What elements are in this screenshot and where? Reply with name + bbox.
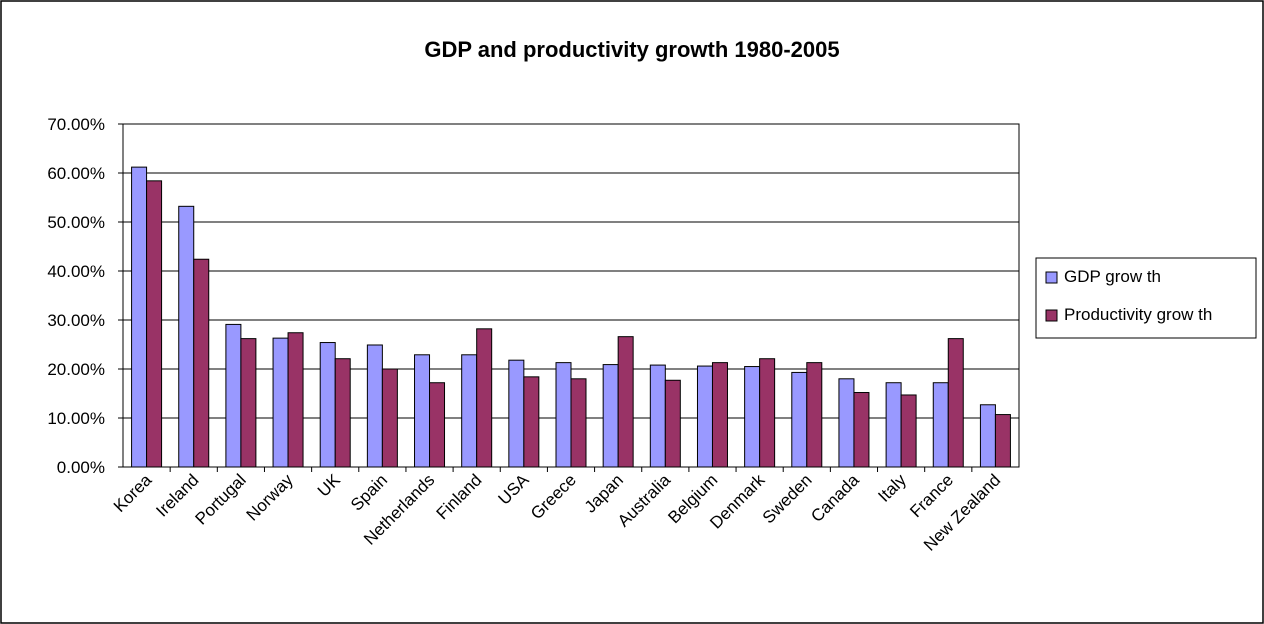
bar-gdp-growth bbox=[555, 362, 572, 468]
y-tick-label: 40.00% bbox=[47, 262, 105, 281]
bar-gdp-growth bbox=[225, 323, 242, 468]
bars bbox=[131, 166, 1011, 468]
bar-productivity-growth bbox=[759, 358, 776, 468]
chart-title: GDP and productivity growth 1980-2005 bbox=[424, 37, 839, 62]
legend-label-productivity: Productivity grow th bbox=[1064, 305, 1212, 324]
bar-gdp-growth bbox=[744, 366, 761, 468]
bar-productivity-growth bbox=[806, 362, 823, 468]
bar-productivity-growth bbox=[334, 358, 351, 468]
y-tick-label: 10.00% bbox=[47, 409, 105, 428]
legend: GDP grow th Productivity grow th bbox=[1035, 257, 1257, 339]
bar-gdp-growth bbox=[461, 354, 478, 468]
bar-gdp-growth bbox=[791, 371, 808, 468]
y-tick-label: 60.00% bbox=[47, 164, 105, 183]
legend-label-gdp: GDP grow th bbox=[1064, 267, 1161, 286]
bar-productivity-growth bbox=[193, 258, 210, 468]
bar-gdp-growth bbox=[885, 382, 902, 468]
bar-productivity-growth bbox=[240, 338, 257, 468]
bar-productivity-growth bbox=[900, 394, 917, 468]
bar-productivity-growth bbox=[711, 362, 728, 468]
bar-gdp-growth bbox=[414, 354, 431, 468]
legend-swatch-gdp bbox=[1045, 271, 1058, 284]
bar-gdp-growth bbox=[131, 166, 148, 468]
bar-gdp-growth bbox=[838, 378, 855, 468]
bar-gdp-growth bbox=[979, 404, 996, 468]
bar-gdp-growth bbox=[602, 364, 619, 468]
y-tick-label: 30.00% bbox=[47, 311, 105, 330]
bar-gdp-growth bbox=[508, 359, 525, 468]
bar-gdp-growth bbox=[649, 364, 666, 468]
bar-gdp-growth bbox=[272, 337, 289, 468]
legend-swatch-productivity bbox=[1045, 309, 1058, 322]
bar-productivity-growth bbox=[287, 332, 304, 468]
bar-gdp-growth bbox=[319, 342, 336, 468]
bar-productivity-growth bbox=[853, 392, 870, 468]
bar-productivity-growth bbox=[381, 368, 398, 468]
y-tick-label: 50.00% bbox=[47, 213, 105, 232]
bar-productivity-growth bbox=[523, 376, 540, 468]
bar-productivity-growth bbox=[476, 328, 493, 468]
y-axis: 0.00% 10.00% 20.00% 30.00% 40.00% 50.00% 60.00… bbox=[47, 115, 123, 477]
bar-productivity-growth bbox=[429, 382, 446, 468]
bar-productivity-growth bbox=[570, 378, 587, 468]
legend-box bbox=[1035, 257, 1257, 339]
bar-gdp-growth bbox=[366, 344, 383, 468]
bar-productivity-growth bbox=[947, 338, 964, 468]
y-tick-label: 20.00% bbox=[47, 360, 105, 379]
y-tick-label: 70.00% bbox=[47, 115, 105, 134]
bar-gdp-growth bbox=[932, 382, 949, 468]
y-tick-label: 0.00% bbox=[57, 458, 105, 477]
bar-gdp-growth bbox=[696, 365, 713, 468]
bar-gdp-growth bbox=[178, 205, 195, 468]
bar-productivity-growth bbox=[994, 414, 1011, 468]
bar-productivity-growth bbox=[146, 180, 163, 468]
bar-productivity-growth bbox=[664, 379, 681, 468]
bar-productivity-growth bbox=[617, 336, 634, 468]
